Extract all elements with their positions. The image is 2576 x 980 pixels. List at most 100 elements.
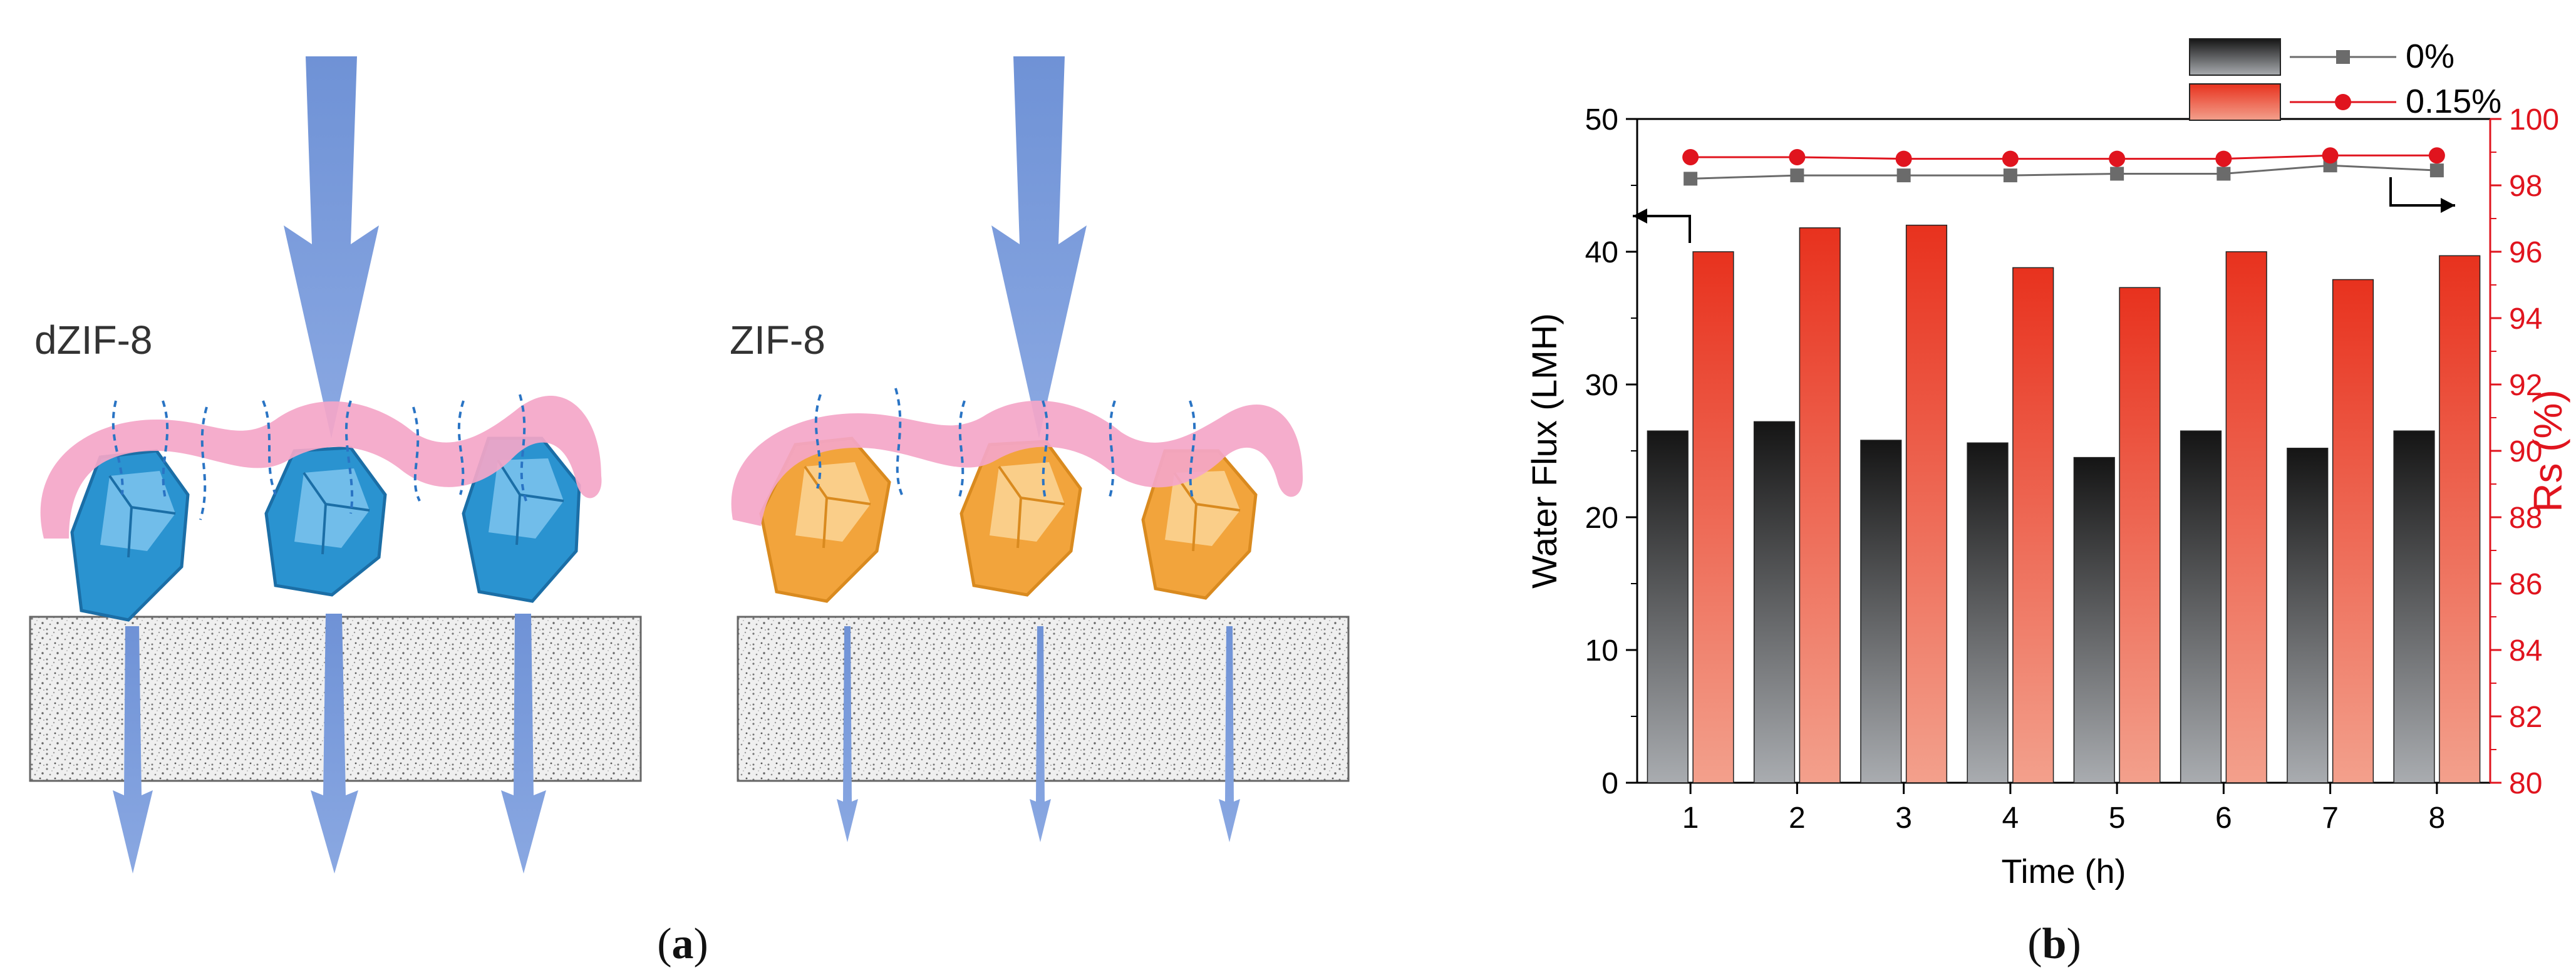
outgoing-arrow xyxy=(501,614,546,874)
outgoing-arrow xyxy=(113,626,153,874)
zif8-crystal xyxy=(1141,449,1258,600)
y2-tick-label: 100 xyxy=(2509,103,2559,137)
right-axis-pointer xyxy=(2389,177,2455,207)
x-tick-label: 6 xyxy=(2215,802,2232,835)
zif8-schematic: ZIF-8 xyxy=(730,56,1350,842)
y2-axis-title: Rs (%) xyxy=(2525,389,2570,512)
water-paths xyxy=(111,394,527,520)
x-tick-label: 5 xyxy=(2109,802,2126,835)
rs-marker-dzif8 xyxy=(2109,150,2126,167)
rs-line-dzif8 xyxy=(1690,154,2437,160)
chart-axes: 0 10 20 30 40 50 80 82 84 86 88 90 92 94 96 98 100 1 2 3 4 5 6… xyxy=(1524,103,2570,890)
zif8-label: ZIF-8 xyxy=(730,317,825,363)
y-tick-label: 30 xyxy=(1585,369,1618,402)
chart-lines xyxy=(1682,147,2445,186)
zif8-crystal xyxy=(759,436,891,603)
bar-control xyxy=(2287,448,2329,783)
legend-label: 0.15% xyxy=(2406,83,2501,120)
dzif8-crystal xyxy=(264,446,387,597)
y-tick-label: 0 xyxy=(1601,767,1618,800)
legend-marker xyxy=(2335,94,2351,110)
rs-marker-dzif8 xyxy=(2428,147,2445,164)
dzif8-schematic: dZIF-8 xyxy=(29,56,642,874)
bar-dzif8 xyxy=(2332,279,2374,783)
y-tick-label: 10 xyxy=(1585,634,1618,668)
right-axis-pointer-head xyxy=(2441,198,2455,213)
rs-marker-control xyxy=(2003,168,2017,183)
rs-marker-control xyxy=(1896,168,1911,183)
bar-dzif8 xyxy=(1799,227,1841,783)
y-axis-title: Water Flux (LMH) xyxy=(1524,313,1564,589)
legend-marker xyxy=(2336,50,2350,64)
y2-tick-label: 80 xyxy=(2509,767,2542,800)
bar-control xyxy=(2180,430,2222,783)
water-paths xyxy=(814,388,1196,502)
y2-tick-label: 86 xyxy=(2509,568,2542,601)
polymer-film xyxy=(731,400,1303,526)
bar-control xyxy=(2073,456,2115,783)
y2-tick-label: 96 xyxy=(2509,236,2542,269)
outgoing-arrow xyxy=(837,626,858,842)
bar-dzif8 xyxy=(2225,251,2267,783)
y2-tick-label: 84 xyxy=(2509,634,2542,668)
rs-marker-dzif8 xyxy=(2322,147,2339,164)
legend-swatch xyxy=(2189,83,2281,121)
y2-tick-label: 82 xyxy=(2509,701,2542,734)
rs-marker-control xyxy=(1790,168,1804,183)
rs-marker-dzif8 xyxy=(2002,150,2019,167)
incoming-arrow xyxy=(991,56,1087,438)
bar-control xyxy=(1860,440,1902,783)
legend-swatch xyxy=(2189,38,2281,76)
rs-marker-dzif8 xyxy=(1682,148,1699,165)
y2-tick-label: 98 xyxy=(2509,170,2542,203)
schematic-svg: dZIF-8 xyxy=(29,56,1350,968)
x-tick-label: 3 xyxy=(1895,802,1912,835)
panel-a-schematic: dZIF-8 xyxy=(29,56,1350,968)
left-axis-pointer xyxy=(1633,215,1691,243)
outgoing-arrow xyxy=(311,614,358,874)
flux-rejection-chart: 0 10 20 30 40 50 80 82 84 86 88 90 92 94 96 98 100 1 2 3 4 5 6… xyxy=(1524,38,2570,968)
x-axis-title: Time (h) xyxy=(2002,853,2126,890)
outgoing-arrow xyxy=(1219,626,1240,842)
rs-marker-control xyxy=(1684,172,1698,186)
y-tick-label: 20 xyxy=(1585,502,1618,535)
caption-a: (a) xyxy=(657,920,708,968)
x-tick-label: 7 xyxy=(2322,802,2339,835)
panel-b-chart: 0 10 20 30 40 50 80 82 84 86 88 90 92 94 96 98 100 1 2 3 4 5 6… xyxy=(1491,0,2576,977)
x-tick-label: 8 xyxy=(2429,802,2446,835)
bar-control xyxy=(1647,430,1689,783)
chart-annotations xyxy=(1633,177,2455,243)
legend-label: 0% xyxy=(2406,38,2454,75)
x-tick-label: 4 xyxy=(2002,802,2019,835)
bar-control xyxy=(1967,442,2009,783)
bar-dzif8 xyxy=(2012,267,2054,783)
outgoing-arrow xyxy=(1030,626,1051,842)
chart-bars xyxy=(1647,224,2481,783)
left-axis-pointer-head xyxy=(1633,209,1647,224)
x-tick-label: 2 xyxy=(1789,802,1806,835)
bar-dzif8 xyxy=(1905,224,1948,783)
dzif8-crystal xyxy=(70,449,190,622)
zif8-crystal xyxy=(960,440,1082,597)
y-tick-label: 50 xyxy=(1585,103,1618,137)
incoming-arrow xyxy=(284,56,379,438)
y2-tick-label: 90 xyxy=(2509,435,2542,468)
bar-dzif8 xyxy=(1692,251,1734,783)
rs-marker-control xyxy=(2429,163,2444,178)
rs-marker-control xyxy=(2110,167,2124,181)
bar-dzif8 xyxy=(2439,255,2481,783)
bar-control xyxy=(2393,430,2435,783)
rs-marker-dzif8 xyxy=(1789,148,1806,165)
bar-dzif8 xyxy=(2119,287,2161,783)
rs-marker-dzif8 xyxy=(2215,150,2232,167)
y-tick-label: 40 xyxy=(1585,236,1618,269)
y2-tick-label: 94 xyxy=(2509,302,2542,336)
rs-marker-dzif8 xyxy=(1895,150,1912,167)
bar-control xyxy=(1753,421,1796,783)
x-tick-label: 1 xyxy=(1682,802,1699,835)
chart-legend: 0% 0.15% xyxy=(2189,38,2501,121)
y2-tick-label: 88 xyxy=(2509,502,2542,535)
rs-line-control xyxy=(1690,164,2437,180)
y2-tick-label: 92 xyxy=(2509,369,2542,402)
caption-b: (b) xyxy=(2027,920,2081,968)
